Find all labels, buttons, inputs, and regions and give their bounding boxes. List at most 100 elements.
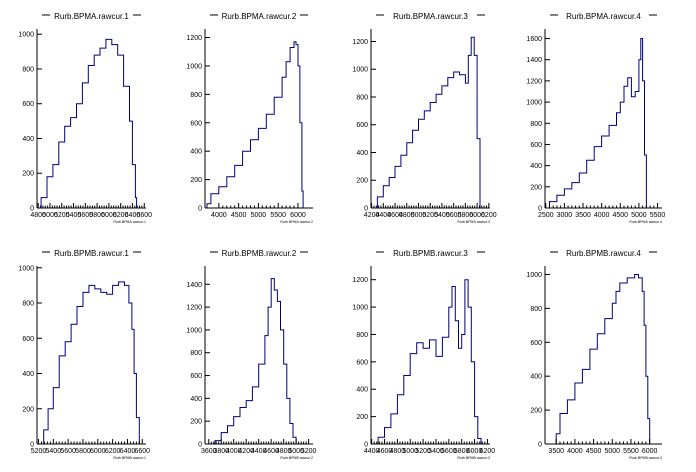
- x-tick-label: 5500: [270, 212, 286, 219]
- chart-panel-6: Rurb.BPMB.rawcur.2 0 200 400 600 800 1000 1200 1…: [186, 245, 317, 460]
- y-tick-label: 600: [356, 122, 368, 129]
- x-tick-label: 5000: [251, 212, 267, 219]
- y-tick-label: 800: [356, 94, 368, 101]
- chart-title-box: Rurb.BPMA.rawcur.2: [210, 8, 308, 22]
- x-tick-label: 4600: [377, 448, 393, 455]
- y-tick-label: 1600: [526, 36, 542, 43]
- x-tick-label: 5800: [454, 448, 470, 455]
- x-tick-label: 5000: [288, 448, 304, 455]
- x-tick-label: 6400: [125, 212, 141, 219]
- y-tick-label: 200: [190, 419, 202, 426]
- chart-title: Rurb.BPMB.rawcur.4: [566, 249, 641, 258]
- x-tick-label: 3000: [557, 212, 573, 219]
- x-tick-label: 4800: [399, 212, 415, 219]
- x-tick-label: 6000: [90, 448, 106, 455]
- x-tick-label: 6400: [120, 448, 136, 455]
- x-tick-label: 5200: [301, 448, 317, 455]
- y-tick-label: 200: [190, 177, 202, 184]
- histogram-series: [547, 38, 647, 209]
- y-tick-label: 800: [530, 306, 542, 313]
- histogram-series: [211, 278, 297, 445]
- chart-panel-4: Rurb.BPMA.rawcur.4 0 200 400 600 800 1000 1200 1…: [526, 8, 665, 224]
- x-tick-label: 4400: [364, 448, 380, 455]
- x-tick-label: 2500: [538, 212, 554, 219]
- x-tick-label: 5200: [415, 448, 431, 455]
- y-tick-label: 600: [22, 101, 34, 108]
- y-tick-label: 1200: [352, 277, 368, 284]
- y-tick-label: 800: [190, 350, 202, 357]
- x-tick-label: 4000: [211, 212, 227, 219]
- x-tick-label: 4600: [263, 448, 279, 455]
- y-tick-label: 800: [356, 332, 368, 339]
- x-tick-label: 5200: [31, 448, 47, 455]
- x-tick-label: 4000: [594, 212, 610, 219]
- title-box-fill: [376, 8, 485, 22]
- y-tick-label: 0: [538, 442, 542, 449]
- chart-title-box: Rurb.BPMB.rawcur.4: [550, 245, 657, 259]
- y-tick-label: 200: [22, 406, 34, 413]
- y-tick-label: 1000: [526, 272, 542, 279]
- x-tick-label: 6200: [481, 212, 497, 219]
- y-tick-label: 1000: [186, 63, 202, 70]
- y-tick-label: 1000: [352, 305, 368, 312]
- histogram-series: [554, 274, 651, 445]
- x-tick-label: 5800: [75, 448, 91, 455]
- x-tick-label: 5000: [402, 448, 418, 455]
- x-tick-label: 5500: [623, 448, 639, 455]
- histogram-series: [205, 41, 304, 209]
- chart-title-box: Rurb.BPMB.rawcur.2: [210, 245, 308, 259]
- x-tick-label: 4500: [612, 212, 628, 219]
- y-tick-label: 1400: [526, 57, 542, 64]
- chart-title-box: Rurb.BPMB.rawcur.1: [42, 245, 141, 259]
- chart-panel-2: Rurb.BPMA.rawcur.2 0 200 400 600 800 1000 1200 4…: [186, 8, 313, 224]
- chart-title-box: Rurb.BPMA.rawcur.3: [376, 8, 485, 22]
- x-tick-label: 5200: [422, 212, 438, 219]
- x-tick-label: 4800: [276, 448, 292, 455]
- title-box-fill: [550, 8, 657, 22]
- x-tick-label: 5400: [46, 448, 62, 455]
- y-tick-label: 600: [530, 340, 542, 347]
- x-axis-label: Rurb.BPMA.rawcur.1: [113, 220, 146, 224]
- x-tick-label: 4600: [387, 212, 403, 219]
- y-tick-label: 1000: [352, 67, 368, 74]
- x-axis-label: Rurb.BPMA.rawcur.3: [457, 220, 490, 224]
- y-tick-label: 400: [530, 163, 542, 170]
- x-tick-label: 4000: [226, 448, 242, 455]
- x-tick-label: 3500: [548, 448, 564, 455]
- x-tick-label: 6000: [469, 212, 485, 219]
- y-tick-label: 0: [30, 442, 34, 449]
- chart-panel-3: Rurb.BPMA.rawcur.3 0 200 400 600 800 1000 1200 4…: [352, 8, 497, 224]
- y-tick-label: 600: [190, 120, 202, 127]
- x-tick-label: 4500: [586, 448, 602, 455]
- y-tick-label: 400: [190, 396, 202, 403]
- y-tick-label: 0: [364, 206, 368, 213]
- x-tick-label: 4400: [376, 212, 392, 219]
- y-tick-label: 200: [530, 408, 542, 415]
- y-tick-label: 1000: [18, 32, 34, 39]
- x-tick-label: 3500: [575, 212, 591, 219]
- y-tick-label: 0: [198, 442, 202, 449]
- histogram-series: [374, 279, 482, 445]
- x-tick-label: 6200: [105, 448, 121, 455]
- y-tick-label: 0: [30, 206, 34, 213]
- x-tick-label: 5000: [42, 212, 58, 219]
- x-tick-label: 5600: [78, 212, 94, 219]
- y-tick-label: 1200: [526, 78, 542, 85]
- title-box-fill: [42, 245, 141, 259]
- y-tick-label: 600: [530, 142, 542, 149]
- x-tick-label: 4500: [231, 212, 247, 219]
- y-tick-label: 600: [190, 373, 202, 380]
- title-box-fill: [376, 245, 485, 259]
- chart-title: Rurb.BPMB.rawcur.1: [54, 249, 129, 258]
- y-tick-label: 800: [22, 301, 34, 308]
- y-tick-label: 200: [356, 414, 368, 421]
- x-tick-label: 6200: [480, 448, 496, 455]
- y-tick-label: 1000: [186, 327, 202, 334]
- x-axis-label: Rurb.BPMB.rawcur.3: [457, 456, 490, 460]
- y-tick-label: 400: [22, 371, 34, 378]
- chart-title: Rurb.BPMA.rawcur.3: [393, 12, 468, 21]
- x-tick-label: 4800: [30, 212, 46, 219]
- x-tick-label: 5400: [66, 212, 82, 219]
- y-tick-label: 800: [190, 92, 202, 99]
